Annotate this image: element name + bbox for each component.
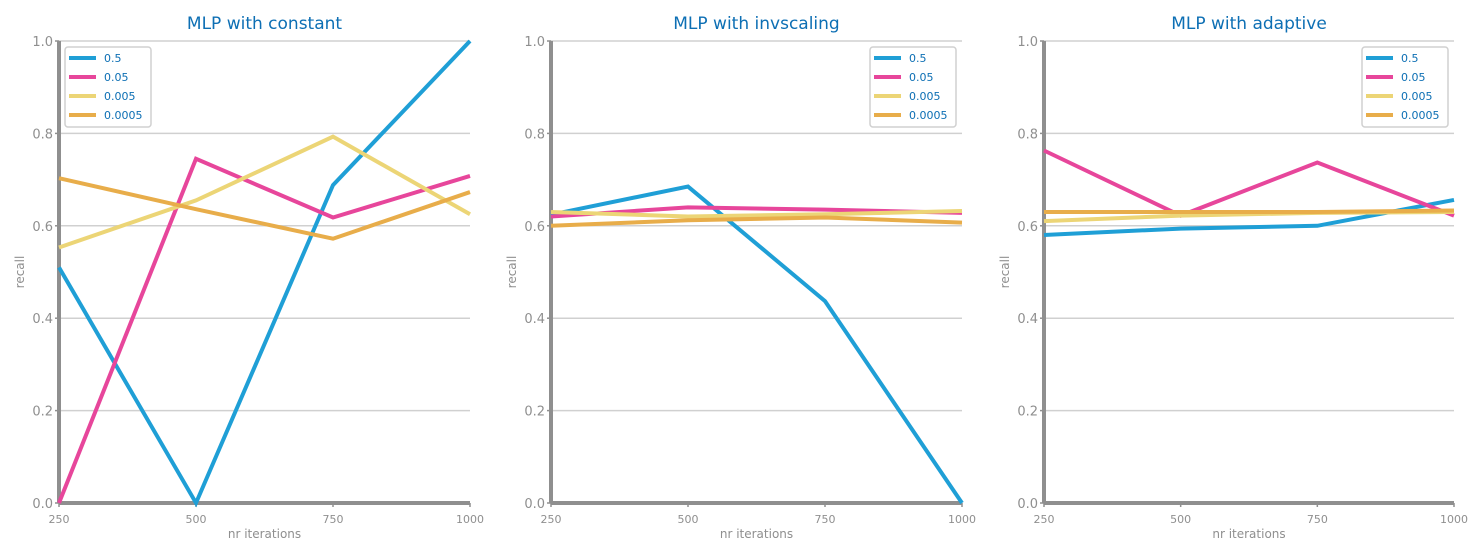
series-line-0.5 xyxy=(57,39,472,508)
chart-title: MLP with invscaling xyxy=(673,14,839,34)
y-tick-label: 1.0 xyxy=(524,35,545,50)
x-tick-label: 250 xyxy=(1034,513,1055,526)
y-tick-label: 0.8 xyxy=(1017,127,1038,142)
legend: 0.5 0.05 0.005 0.0005 xyxy=(869,46,957,128)
legend-label: 0.05 xyxy=(909,71,934,84)
legend-box xyxy=(1361,46,1449,128)
legend-label: 0.0005 xyxy=(1401,109,1440,122)
legend-label: 0.005 xyxy=(909,90,941,103)
y-tick-label: 0.0 xyxy=(32,497,53,512)
x-tick-label: 1000 xyxy=(456,513,484,526)
y-tick-label: 1.0 xyxy=(32,35,53,50)
x-axis-title: nr iterations xyxy=(228,527,301,541)
legend: 0.5 0.05 0.005 0.0005 xyxy=(64,46,152,128)
legend-label: 0.005 xyxy=(1401,90,1433,103)
y-tick-label: 0.4 xyxy=(1017,312,1038,327)
chart-panel-2: 0.0 0.2 0.4 0.6 0.8 1.0 250 500 750 1000 MLP with … xyxy=(505,14,976,541)
legend-label: 0.0005 xyxy=(104,109,143,122)
x-tick-label: 250 xyxy=(49,513,70,526)
x-tick-label: 750 xyxy=(1307,513,1328,526)
series-line-0.0005 xyxy=(58,176,471,241)
series-line-0.0005 xyxy=(1044,208,1455,214)
chart-title: MLP with adaptive xyxy=(1171,14,1327,34)
legend-label: 0.0005 xyxy=(909,109,948,122)
y-tick-label: 1.0 xyxy=(1017,35,1038,50)
x-tick-label: 1000 xyxy=(1440,513,1468,526)
legend-label: 0.5 xyxy=(1401,52,1419,65)
legend: 0.5 0.05 0.005 0.0005 xyxy=(1361,46,1449,128)
x-tick-label: 500 xyxy=(186,513,207,526)
x-tick-label: 250 xyxy=(541,513,562,526)
x-axis-title: nr iterations xyxy=(720,527,793,541)
series-line-0.5 xyxy=(550,184,964,505)
legend-box xyxy=(869,46,957,128)
series-line-0.0005 xyxy=(550,215,963,228)
legend-label: 0.5 xyxy=(909,52,927,65)
x-axis-title: nr iterations xyxy=(1212,527,1285,541)
x-tick-label: 750 xyxy=(815,513,836,526)
y-axis-title: recall xyxy=(13,256,27,289)
x-tick-label: 750 xyxy=(323,513,344,526)
x-tick-label: 1000 xyxy=(948,513,976,526)
y-tick-label: 0.0 xyxy=(524,497,545,512)
y-tick-label: 0.2 xyxy=(1017,405,1038,420)
y-tick-label: 0.6 xyxy=(1017,220,1038,235)
x-tick-label: 500 xyxy=(678,513,699,526)
legend-label: 0.05 xyxy=(1401,71,1426,84)
y-tick-label: 0.4 xyxy=(524,312,545,327)
chart-title: MLP with constant xyxy=(187,14,343,34)
chart-panel-1: 0.0 0.2 0.4 0.6 0.8 1.0 250 500 750 1000 MLP with … xyxy=(13,14,484,541)
y-axis-title: recall xyxy=(505,256,519,289)
y-tick-label: 0.0 xyxy=(1017,497,1038,512)
series-line-0.005 xyxy=(58,134,471,250)
chart-panel-3: 0.0 0.2 0.4 0.6 0.8 1.0 250 500 750 1000 MLP with … xyxy=(998,14,1468,541)
series-line-0.05 xyxy=(1043,148,1455,218)
y-tick-label: 0.4 xyxy=(32,312,53,327)
y-axis-title: recall xyxy=(998,256,1012,289)
y-tick-label: 0.2 xyxy=(32,405,53,420)
y-tick-label: 0.6 xyxy=(524,220,545,235)
x-tick-label: 500 xyxy=(1170,513,1191,526)
series-line-0.05 xyxy=(57,156,471,504)
y-tick-label: 0.8 xyxy=(524,127,545,142)
series-line-0.005 xyxy=(550,209,963,219)
legend-label: 0.5 xyxy=(104,52,122,65)
legend-label: 0.05 xyxy=(104,71,129,84)
y-tick-label: 0.2 xyxy=(524,405,545,420)
y-tick-label: 0.6 xyxy=(32,220,53,235)
legend-label: 0.005 xyxy=(104,90,136,103)
y-tick-label: 0.8 xyxy=(32,127,53,142)
legend-box xyxy=(64,46,152,128)
